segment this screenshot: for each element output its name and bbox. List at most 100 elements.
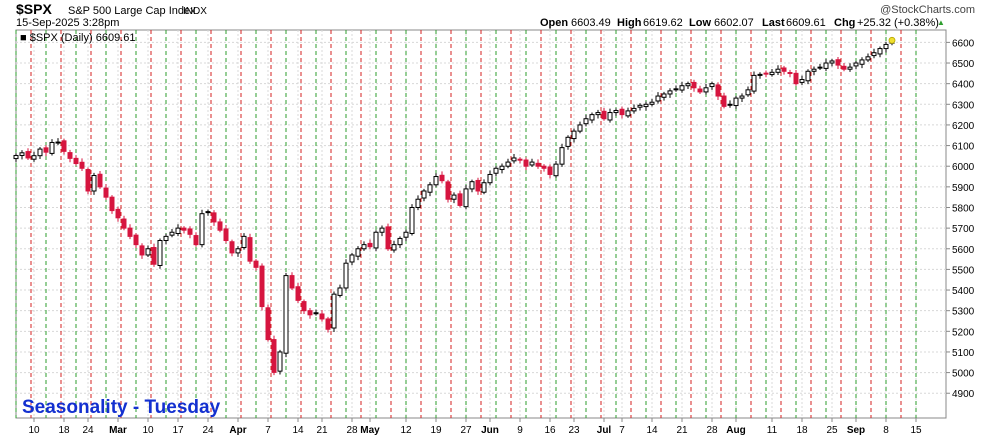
candlestick <box>85 167 91 195</box>
candle-body <box>829 60 835 64</box>
candle-body <box>115 208 121 219</box>
candlestick <box>673 85 679 92</box>
y-tick-label: 5500 <box>952 265 975 276</box>
low-label: Low <box>689 17 711 29</box>
x-axis: 10 18 24 Mar 10 17 24 Apr 7 14 21 28 May 12 19 27 Jun 9 16… <box>28 418 922 436</box>
candle-body <box>91 175 97 192</box>
candle-body <box>37 148 43 157</box>
candle-body <box>583 118 589 125</box>
candle-body <box>853 62 859 67</box>
candlestick <box>43 145 49 157</box>
candle-body <box>313 312 319 315</box>
chg-label: Chg <box>834 17 855 29</box>
y-tick-label: 5400 <box>952 286 975 297</box>
candle-body <box>319 313 325 320</box>
candlestick <box>499 163 505 174</box>
candlestick <box>517 157 523 164</box>
candlestick <box>307 307 313 319</box>
candlestick <box>793 70 799 86</box>
candle-body <box>355 248 361 257</box>
candle-body <box>331 293 337 329</box>
candle-body <box>499 165 505 171</box>
candlestick <box>223 225 229 244</box>
candlestick <box>667 88 673 98</box>
candle-body <box>229 241 235 254</box>
x-tick-label: 21 <box>316 425 328 436</box>
candle-body <box>565 136 571 147</box>
candlestick <box>757 72 763 79</box>
candlestick <box>241 233 247 250</box>
candle-body <box>205 211 211 214</box>
candlestick <box>145 245 151 258</box>
candlestick <box>325 316 331 333</box>
x-tick-label: Jun <box>481 425 499 436</box>
candle-body <box>613 109 619 114</box>
candlestick <box>733 96 739 109</box>
candle-body <box>67 152 73 159</box>
candlestick <box>559 143 565 167</box>
candlestick <box>319 310 325 322</box>
candle-body <box>259 265 265 308</box>
seasonality-lines <box>15 30 917 418</box>
candlestick <box>313 309 319 316</box>
candle-body <box>745 89 751 96</box>
x-tick-label: 28 <box>346 425 358 436</box>
open-label: Open <box>540 17 568 29</box>
candle-body <box>505 161 511 167</box>
candlestick <box>589 112 595 124</box>
candle-body <box>799 79 805 83</box>
candle-body <box>103 187 109 198</box>
y-tick-label: 6600 <box>952 38 975 49</box>
candle-body <box>421 190 427 199</box>
candle-body <box>835 59 841 66</box>
candlestick <box>205 209 211 216</box>
candlestick <box>481 179 487 195</box>
candlestick <box>61 138 67 155</box>
candlestick <box>433 173 439 187</box>
candle-body <box>733 97 739 107</box>
candle-body <box>619 108 625 116</box>
candle-body <box>577 124 583 132</box>
candlestick <box>97 170 103 189</box>
candlestick <box>253 259 259 271</box>
y-tick-label: 5200 <box>952 327 975 338</box>
candlestick <box>787 69 793 78</box>
candlestick <box>139 243 145 259</box>
candle-body <box>661 93 667 98</box>
candlestick <box>841 63 847 72</box>
candle-body <box>253 260 259 268</box>
x-tick-label: 18 <box>796 425 808 436</box>
candlestick <box>523 157 529 171</box>
candle-body <box>61 140 67 152</box>
candlestick <box>811 66 817 76</box>
y-axis: 4900 5000 5100 5200 5300 5400 5500 5600 5700 5800… <box>946 38 975 400</box>
series-legend: ■ $SPX (Daily) 6609.61 <box>20 32 135 44</box>
candlestick <box>343 259 349 291</box>
candlestick <box>103 184 109 200</box>
candle-body <box>685 83 691 87</box>
x-tick-label: 23 <box>568 425 580 436</box>
candle-body <box>589 114 595 121</box>
candle-body <box>295 286 301 301</box>
candle-body <box>757 73 763 76</box>
candle-body <box>691 81 697 89</box>
candlestick <box>49 139 55 156</box>
candle-body <box>445 181 451 200</box>
candlestick <box>409 204 415 236</box>
candlestick <box>199 209 205 248</box>
candle-body <box>715 84 721 97</box>
candle-body <box>385 226 391 250</box>
candle-body <box>709 83 715 88</box>
candlestick <box>511 154 517 164</box>
candle-body <box>19 152 25 156</box>
candlestick <box>127 224 133 240</box>
candle-body <box>841 65 847 70</box>
candle-body <box>631 107 637 112</box>
candle-body <box>625 110 631 117</box>
candlestick <box>607 108 613 123</box>
candle-body <box>373 231 379 249</box>
candlestick <box>847 63 853 72</box>
candlestick <box>541 164 547 172</box>
